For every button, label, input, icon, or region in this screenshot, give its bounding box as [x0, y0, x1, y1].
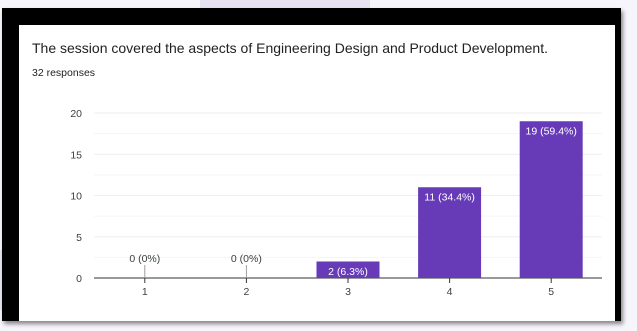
background-decoration: [0, 250, 3, 310]
y-tick-label: 20: [70, 108, 82, 120]
data-label: 2 (6.3%): [328, 266, 368, 278]
response-card: The session covered the aspects of Engin…: [19, 25, 615, 321]
data-label: 19 (59.4%): [526, 125, 577, 137]
question-title: The session covered the aspects of Engin…: [32, 40, 548, 56]
x-tick-label: 4: [447, 286, 453, 298]
bar: [519, 121, 583, 278]
bar-layer: [316, 121, 583, 278]
data-label: 0 (0%): [231, 253, 262, 265]
data-label: 0 (0%): [129, 253, 160, 265]
bar: [316, 261, 380, 278]
response-count: 32 responses: [32, 67, 96, 79]
x-tick-label: 5: [548, 286, 554, 298]
y-tick-label: 15: [70, 149, 82, 161]
grid-layer: [94, 112, 602, 258]
bar: [418, 187, 482, 278]
data-label: 11 (34.4%): [424, 191, 475, 203]
x-tick-label: 3: [345, 286, 351, 298]
chart-frame: The session covered the aspects of Engin…: [2, 8, 621, 321]
x-tick-label: 2: [243, 286, 249, 298]
y-tick-label: 0: [76, 273, 82, 285]
y-tick-label: 5: [76, 232, 82, 244]
background-decoration: [200, 0, 370, 8]
y-tick-label: 10: [70, 191, 82, 203]
x-tick-label: 1: [142, 286, 148, 298]
bar-chart: 0 5 10 15 20 1 2 3 4 5 0 (0%) 0 (0%) 2 (6.3%) 11 (34…: [70, 108, 602, 298]
label-layer: 0 (0%) 0 (0%) 2 (6.3%) 11 (34.4%) 19 (59.4%): [129, 125, 577, 278]
